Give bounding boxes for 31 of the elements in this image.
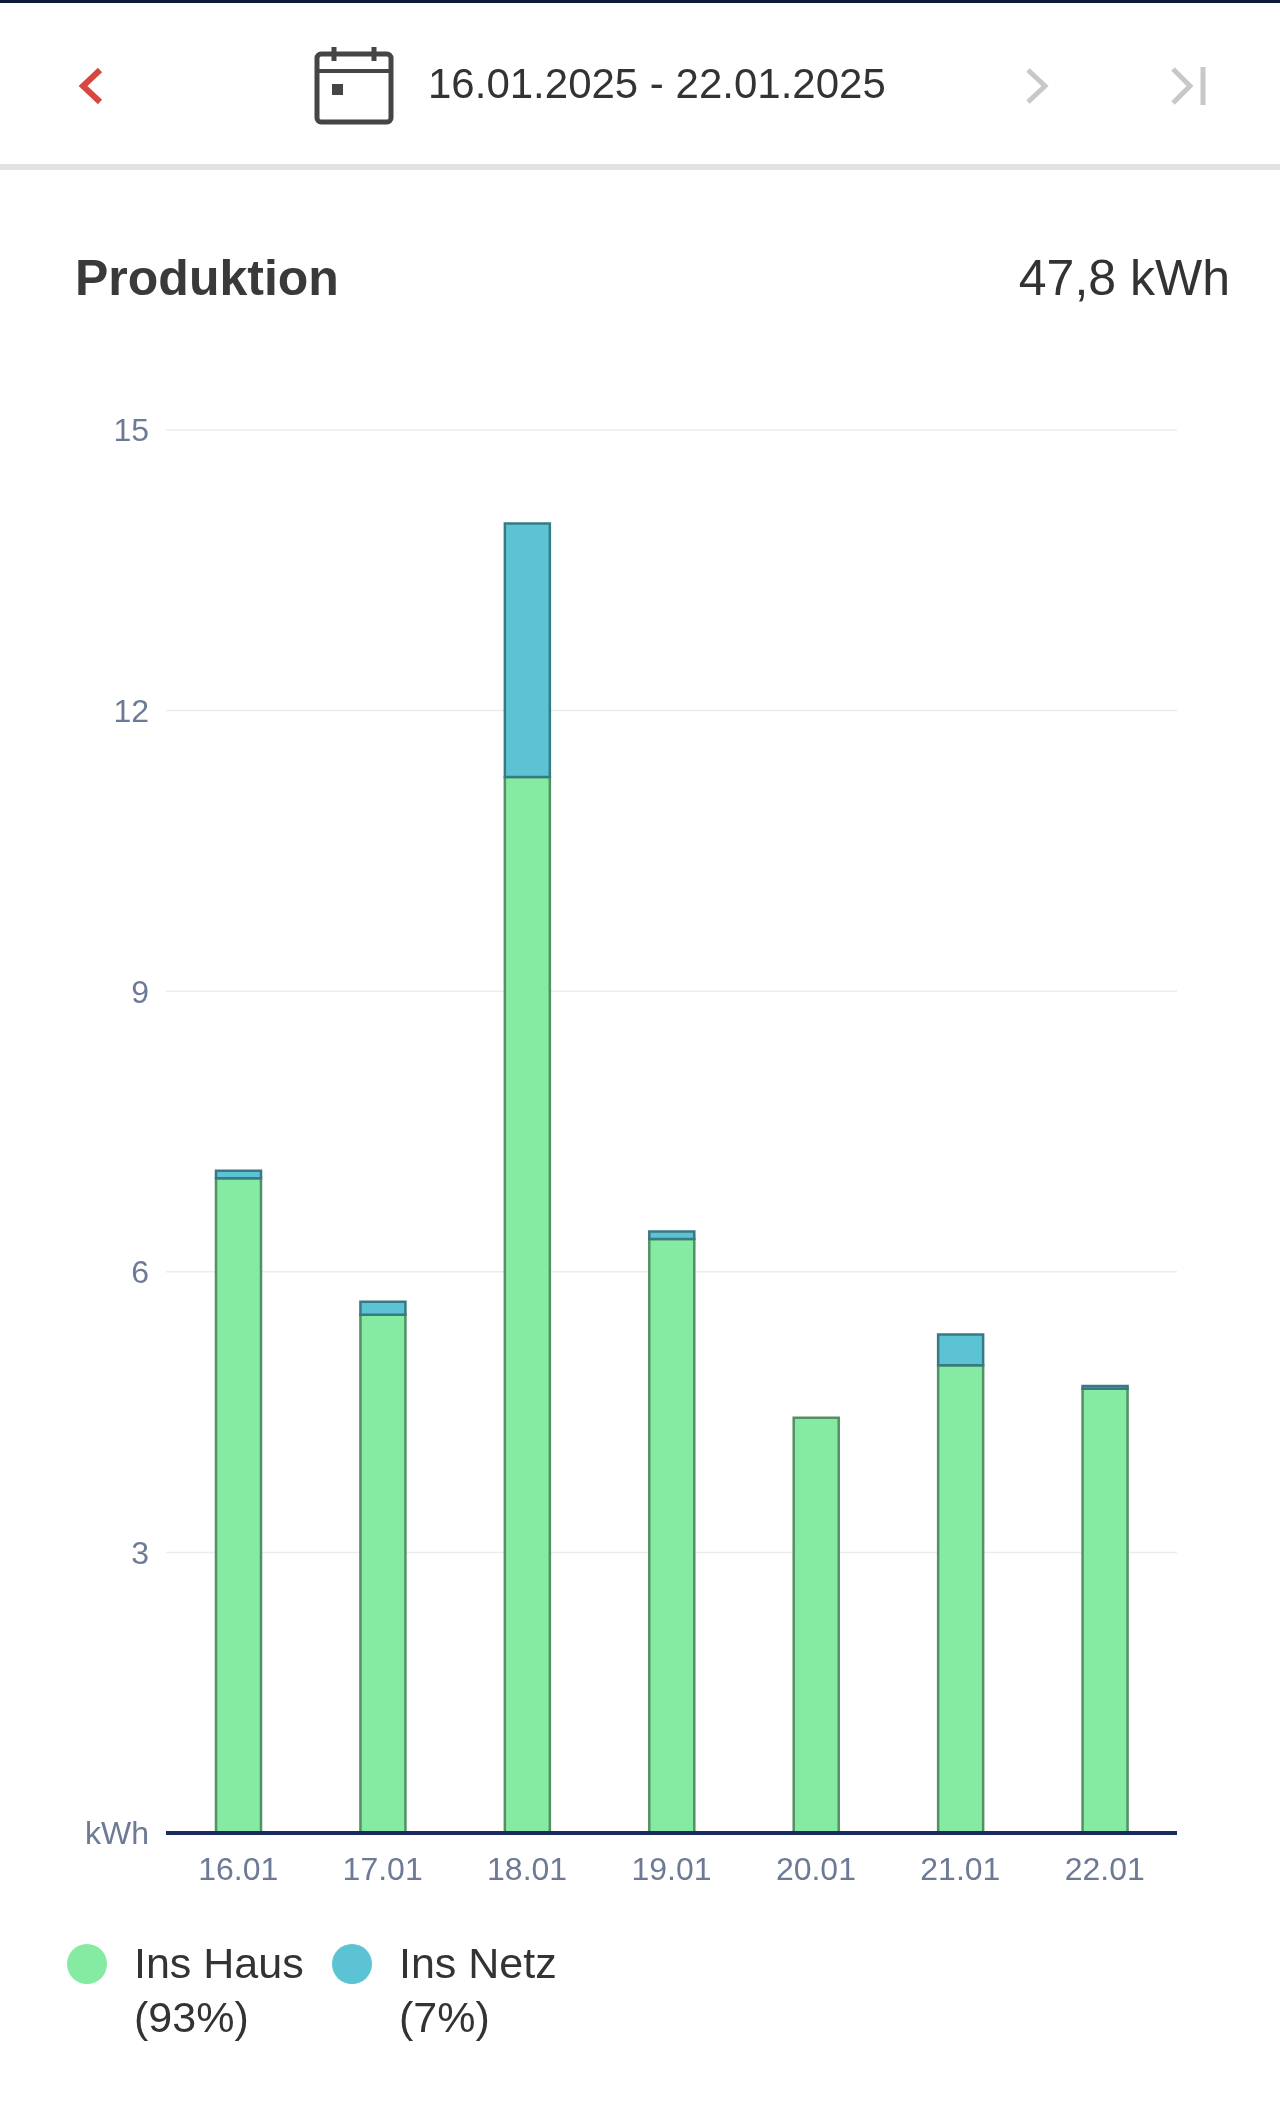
text: 47,8 kWh bbox=[1018, 249, 1230, 308]
y-tick-label: 6 bbox=[131, 1254, 149, 1291]
bar bbox=[648, 1237, 696, 1833]
x-tick-label: 19.01 bbox=[631, 1850, 712, 1887]
chart-title: Produktion bbox=[75, 249, 339, 308]
x-tick-label: 22.01 bbox=[1064, 1850, 1145, 1887]
x-tick-label: 21.01 bbox=[920, 1850, 1001, 1887]
bar bbox=[214, 1177, 263, 1833]
bar bbox=[936, 1364, 985, 1833]
bar bbox=[1081, 1387, 1129, 1833]
x-tick-label: 18.01 bbox=[487, 1850, 568, 1887]
bar bbox=[359, 1300, 407, 1317]
y-tick-label: 9 bbox=[131, 973, 149, 1010]
bar bbox=[648, 1230, 696, 1241]
x-tick-label: 17.01 bbox=[342, 1850, 423, 1887]
legend-label: Ins Haus (93%) bbox=[134, 1938, 305, 2043]
bar bbox=[503, 522, 552, 779]
chart-subtitle: 16.01.2025 - 22.01.2025 bbox=[428, 59, 886, 109]
bar bbox=[503, 775, 552, 1833]
y-tick-label: 12 bbox=[113, 692, 149, 729]
y-tick-label: kWh bbox=[85, 1815, 149, 1852]
legend-label: Ins Netz (7%) bbox=[399, 1938, 558, 2043]
bar bbox=[1081, 1384, 1129, 1390]
bar bbox=[214, 1169, 263, 1180]
bar bbox=[936, 1333, 985, 1367]
bar bbox=[792, 1416, 840, 1833]
x-tick-label: 20.01 bbox=[775, 1850, 856, 1887]
y-tick-label: 15 bbox=[113, 412, 149, 449]
bar bbox=[359, 1313, 407, 1833]
y-tick-label: 3 bbox=[131, 1534, 149, 1571]
x-tick-label: 16.01 bbox=[198, 1850, 279, 1887]
